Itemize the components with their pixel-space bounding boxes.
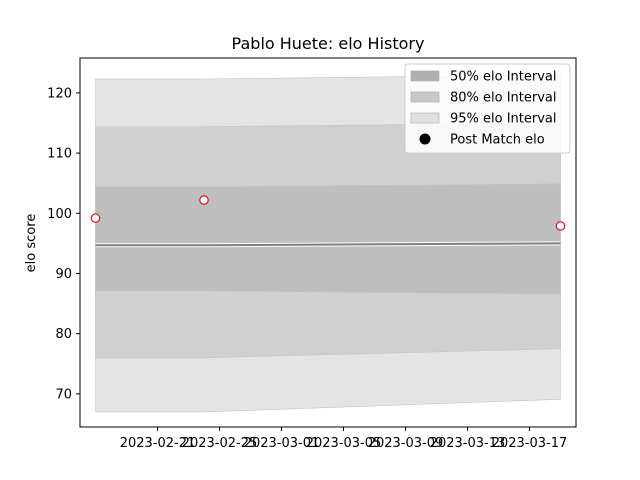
y-axis-label: elo score <box>24 214 39 273</box>
legend-handle-0 <box>410 70 440 82</box>
y-tick-label-4: 110 <box>47 147 72 162</box>
x-tick-label-0: 2023-02-21 <box>120 436 196 451</box>
legend-handle-3 <box>419 133 431 145</box>
y-tick-label-0: 70 <box>55 387 72 402</box>
x-tick-label-3: 2023-03-05 <box>306 436 382 451</box>
interval-band-2 <box>95 183 561 295</box>
legend-label-3: Post Match elo <box>450 133 545 148</box>
y-tick-label-5: 120 <box>47 86 72 101</box>
x-tick-label-6: 2023-03-17 <box>492 436 568 451</box>
axes: 7080901001101202023-02-212023-02-252023-… <box>47 57 577 451</box>
legend-label-2: 95% elo Interval <box>450 112 557 127</box>
legend-handle-2 <box>410 112 440 124</box>
x-tick-label-4: 2023-03-09 <box>368 436 444 451</box>
mean-elo-line-group <box>95 241 561 248</box>
post-match-point-1 <box>199 195 209 205</box>
post-match-point-0 <box>90 213 101 223</box>
legend-box <box>404 63 571 154</box>
plot-frame <box>79 57 577 428</box>
post-match-points <box>90 195 566 231</box>
legend-label-0: 50% elo Interval <box>450 70 557 85</box>
post-match-point-2 <box>555 221 566 231</box>
mean-elo-line <box>95 242 561 247</box>
x-tick-label-1: 2023-02-25 <box>182 436 258 451</box>
chart-title: Pablo Huete: elo History <box>232 34 425 53</box>
y-tick-label-2: 90 <box>55 267 72 282</box>
legend-label-1: 80% elo Interval <box>450 91 557 106</box>
legend: 50% elo Interval 80% elo Interval 95% elo … <box>404 63 571 154</box>
x-tick-label-5: 2023-03-13 <box>430 436 506 451</box>
x-tick-label-2: 2023-03-01 <box>244 436 320 451</box>
legend-handle-1 <box>410 91 440 103</box>
y-tick-label-1: 80 <box>55 327 72 342</box>
y-tick-label-3: 100 <box>47 207 72 222</box>
